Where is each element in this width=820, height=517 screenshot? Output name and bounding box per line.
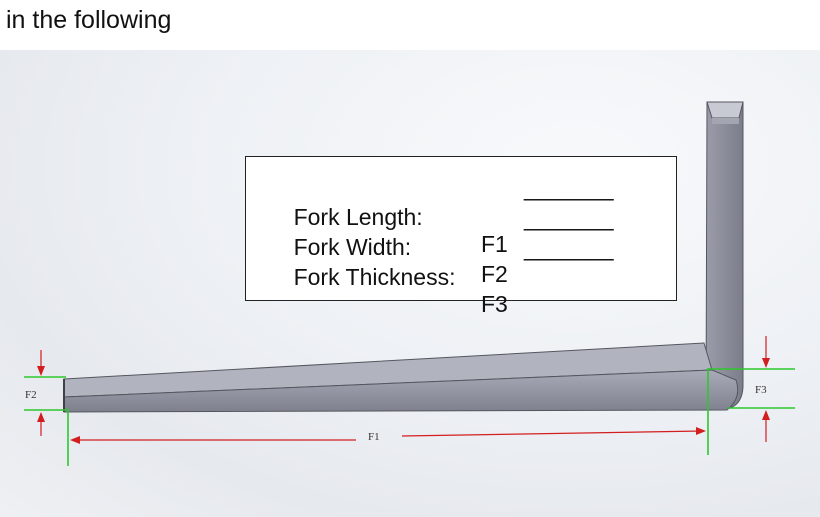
fork-blade: [63, 342, 739, 413]
fork-upright: [705, 101, 744, 411]
fork-length-label: Fork Length:: [293, 204, 423, 230]
fork-length-row: Fork Length: F1 _______: [268, 175, 614, 312]
f3-label: F3: [755, 384, 767, 396]
fork-width-label: Fork Width:: [293, 234, 412, 260]
fork-width-code: F2: [481, 261, 508, 287]
dimension-entry-box: Fork Length: F1 _______ Fork Width: F2 _…: [245, 156, 677, 317]
f3-dimension: [762, 336, 770, 442]
fork-length-code: F1: [481, 231, 508, 257]
fork-thickness-label: Fork Thickness:: [293, 264, 456, 290]
extension-lines: [24, 368, 795, 466]
fork-length-blank[interactable]: _______: [524, 175, 614, 201]
f2-dimension: [37, 350, 45, 436]
f1-label: F1: [368, 431, 380, 443]
caption-text: in the following: [6, 6, 172, 34]
fork-thickness-blank[interactable]: _______: [524, 235, 614, 261]
fork-thickness-code: F3: [481, 291, 508, 317]
f2-label: F2: [25, 389, 37, 401]
fork-thickness-row: Fork Thickness: F3 _______: [268, 235, 614, 372]
fork-width-blank[interactable]: _______: [524, 205, 614, 231]
f1-dimension: [70, 427, 706, 444]
fork-width-row: Fork Width: F2 _______: [268, 205, 614, 342]
